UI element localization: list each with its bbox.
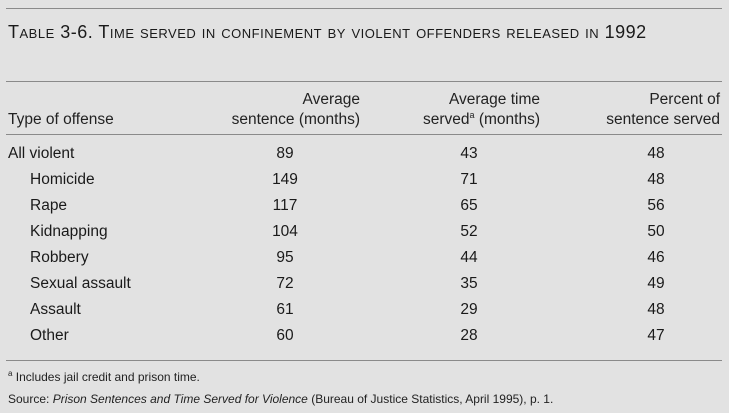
cell-offense-type: Robbery bbox=[30, 249, 89, 266]
cell-offense-type: Sexual assault bbox=[30, 275, 131, 292]
cell-percent-served: 48 bbox=[647, 171, 665, 188]
cell-percent-served: 47 bbox=[647, 327, 665, 344]
cell-average-sentence: 72 bbox=[276, 275, 294, 292]
cell-average-time-served: 29 bbox=[460, 301, 478, 318]
table-row: Assault 61 29 48 bbox=[0, 297, 729, 323]
cell-percent-served: 48 bbox=[647, 301, 665, 318]
table-row: Robbery 95 44 46 bbox=[0, 245, 729, 271]
top-rule bbox=[6, 8, 722, 9]
cell-percent-served: 56 bbox=[647, 197, 665, 214]
table-body: All violent 89 43 48 Homicide 149 71 48 … bbox=[0, 141, 729, 349]
column-header-sentence: Average sentence (months) bbox=[198, 90, 360, 130]
source-suffix: (Bureau of Justice Statistics, April 199… bbox=[307, 392, 554, 406]
cell-percent-served: 50 bbox=[647, 223, 665, 240]
column-header-percent: Percent of sentence served bbox=[560, 90, 720, 130]
source-prefix: Source: bbox=[8, 392, 53, 406]
table-title: Table 3-6. Time served in confinement by… bbox=[8, 22, 647, 42]
cell-average-sentence: 117 bbox=[272, 197, 298, 214]
source-title: Prison Sentences and Time Served for Vio… bbox=[52, 392, 308, 406]
cell-average-sentence: 60 bbox=[276, 327, 294, 344]
cell-average-sentence: 89 bbox=[276, 145, 294, 162]
column-header-served-line1: Average time bbox=[448, 91, 540, 108]
column-header-percent-line1: Percent of bbox=[649, 91, 720, 108]
title-rule bbox=[6, 81, 722, 82]
table-row: All violent 89 43 48 bbox=[0, 141, 729, 167]
column-header-sentence-line1: Average bbox=[302, 91, 360, 108]
cell-percent-served: 46 bbox=[647, 249, 665, 266]
column-header-served-line2: serveda (months) bbox=[398, 110, 540, 130]
cell-percent-served: 48 bbox=[647, 145, 665, 162]
cell-offense-type: All violent bbox=[8, 145, 75, 162]
table-row: Other 60 28 47 bbox=[0, 323, 729, 349]
footnote-marker: a bbox=[8, 369, 13, 378]
column-header-served-unit: (months) bbox=[474, 111, 540, 128]
column-header-served-word: served bbox=[422, 111, 470, 128]
table-row: Sexual assault 72 35 49 bbox=[0, 271, 729, 297]
column-header-served: Average time serveda (months) bbox=[398, 90, 540, 130]
footnote-marker-header: a bbox=[469, 109, 475, 120]
cell-average-time-served: 44 bbox=[460, 249, 478, 266]
cell-average-time-served: 65 bbox=[460, 197, 478, 214]
cell-average-time-served: 28 bbox=[460, 327, 478, 344]
cell-offense-type: Kidnapping bbox=[30, 223, 108, 240]
cell-offense-type: Other bbox=[30, 327, 69, 344]
cell-offense-type: Homicide bbox=[30, 171, 95, 188]
column-header-sentence-line2: sentence (months) bbox=[231, 111, 360, 128]
cell-average-time-served: 71 bbox=[460, 171, 478, 188]
cell-percent-served: 49 bbox=[647, 275, 665, 292]
footnote-text: Includes jail credit and prison time. bbox=[12, 370, 200, 384]
cell-average-sentence: 149 bbox=[272, 171, 298, 188]
column-header-type: Type of offense bbox=[8, 111, 114, 128]
cell-offense-type: Assault bbox=[30, 301, 81, 318]
header-rule bbox=[6, 134, 722, 135]
cell-average-sentence: 95 bbox=[276, 249, 294, 266]
cell-average-sentence: 61 bbox=[276, 301, 294, 318]
source-note: Source: Prison Sentences and Time Served… bbox=[8, 391, 553, 407]
cell-average-sentence: 104 bbox=[272, 223, 298, 240]
table-row: Homicide 149 71 48 bbox=[0, 167, 729, 193]
footnote: a Includes jail credit and prison time. bbox=[8, 369, 200, 385]
table-row: Kidnapping 104 52 50 bbox=[0, 219, 729, 245]
cell-average-time-served: 35 bbox=[460, 275, 478, 292]
bottom-rule bbox=[6, 360, 722, 361]
cell-average-time-served: 52 bbox=[460, 223, 478, 240]
table-row: Rape 117 65 56 bbox=[0, 193, 729, 219]
cell-offense-type: Rape bbox=[30, 197, 68, 214]
cell-average-time-served: 43 bbox=[460, 145, 478, 162]
column-header-percent-line2: sentence served bbox=[606, 111, 720, 128]
